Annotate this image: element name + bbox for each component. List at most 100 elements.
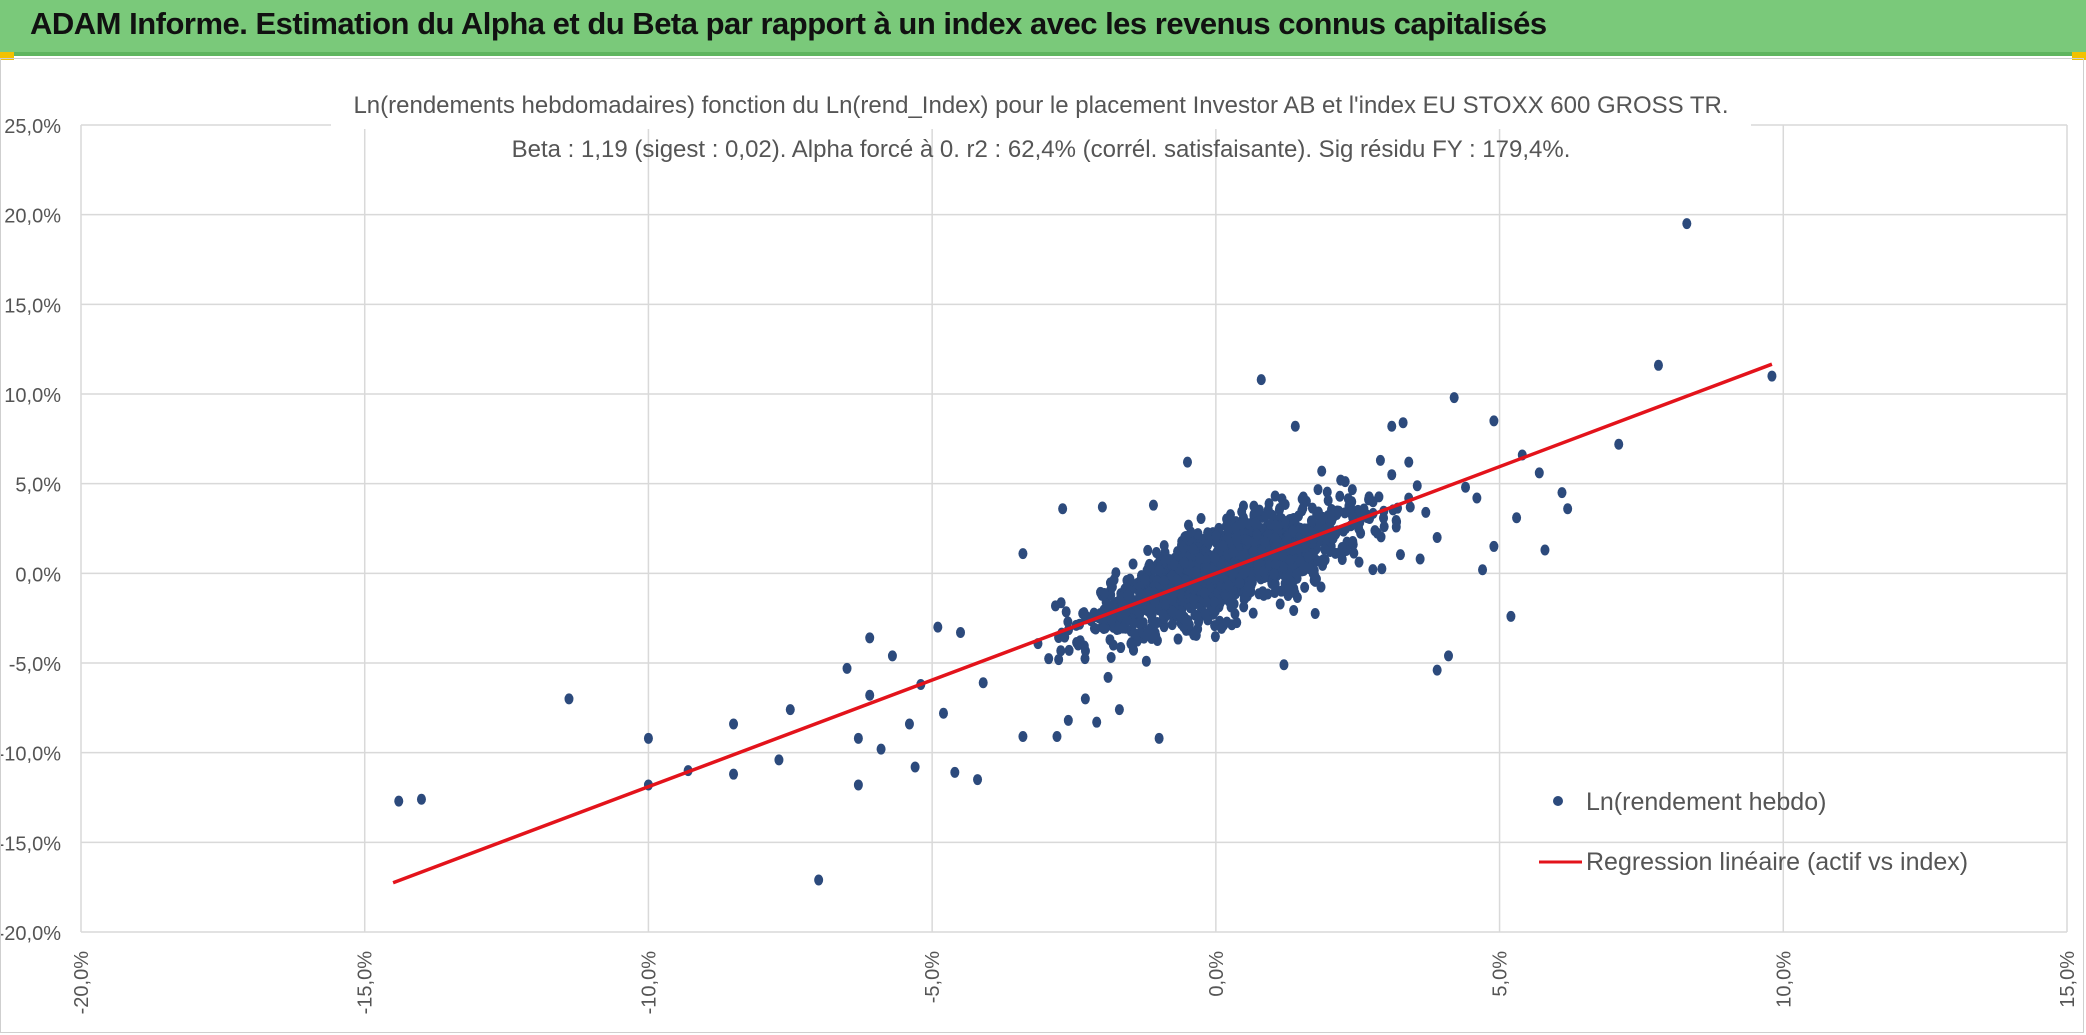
data-point (1259, 565, 1269, 577)
data-point (1135, 587, 1145, 599)
data-point (1289, 513, 1299, 525)
data-point (1263, 504, 1273, 516)
data-point (1290, 420, 1300, 432)
y-tick-label: -5,0% (9, 654, 61, 676)
x-tick-label: -20,0% (71, 951, 93, 1015)
data-point (1563, 503, 1573, 515)
chart-title-line1: Ln(rendements hebdomadaires) fonction du… (353, 92, 1728, 119)
data-point (1320, 543, 1330, 555)
data-point (1188, 543, 1198, 555)
data-point (1158, 609, 1168, 621)
data-point (1168, 605, 1178, 617)
x-tick-label: 0,0% (1206, 951, 1228, 997)
data-point (1056, 597, 1066, 609)
data-point (1202, 596, 1212, 608)
y-tick-label: 25,0% (4, 116, 61, 138)
legend-points-label: Ln(rendement hebdo) (1586, 788, 1826, 816)
data-point (1231, 532, 1241, 544)
data-point (1144, 603, 1154, 615)
data-point (1148, 616, 1158, 628)
data-point (1099, 588, 1109, 600)
data-point (1354, 556, 1364, 568)
data-point (643, 732, 653, 744)
data-point (1323, 494, 1333, 506)
regression-line (392, 362, 1773, 885)
y-tick-label: 20,0% (4, 206, 61, 228)
data-point (1653, 359, 1663, 371)
data-point (1181, 530, 1191, 542)
data-point (1557, 487, 1567, 499)
data-point (1118, 622, 1128, 634)
data-point (1322, 486, 1332, 498)
data-point (1379, 521, 1389, 533)
data-point (1195, 552, 1205, 564)
data-point (1472, 492, 1482, 504)
data-point (1056, 645, 1066, 657)
data-point (1109, 574, 1119, 586)
data-point (1173, 633, 1183, 645)
chart-title-line2: Beta : 1,19 (sigest : 0,02). Alpha forcé… (512, 136, 1571, 163)
data-point (1126, 638, 1136, 650)
data-point (1063, 714, 1073, 726)
corner-marker-right (2072, 52, 2086, 60)
data-point (1144, 560, 1154, 572)
data-point (1250, 517, 1260, 529)
header-bar: ADAM Informe. Estimation du Alpha et du … (0, 0, 2086, 56)
data-point (1292, 568, 1302, 580)
data-point (1432, 531, 1442, 543)
data-point (1248, 607, 1258, 619)
x-tick-label: 15,0% (2057, 951, 2079, 1008)
data-point (1222, 616, 1232, 628)
data-point (1278, 550, 1288, 562)
data-point (1682, 218, 1692, 230)
data-point (1395, 549, 1405, 561)
data-point (1224, 579, 1234, 591)
data-point (876, 743, 886, 755)
data-point (1534, 467, 1544, 479)
data-point (1387, 469, 1397, 481)
data-point (853, 779, 863, 791)
data-point (1337, 553, 1347, 565)
data-point (1242, 535, 1252, 547)
data-point (1269, 568, 1279, 580)
data-point (1540, 544, 1550, 556)
data-point (1148, 499, 1158, 511)
data-point (1203, 527, 1213, 539)
data-point (1334, 505, 1344, 517)
data-point (1377, 563, 1387, 575)
data-point (1079, 640, 1089, 652)
data-point (1310, 575, 1320, 587)
data-point (842, 662, 852, 674)
data-point (1284, 583, 1294, 595)
data-point (1063, 616, 1073, 628)
legend: Ln(rendement hebdo) Regression linéaire … (1539, 788, 1968, 876)
data-point (1279, 659, 1289, 671)
data-point (1190, 628, 1200, 640)
data-point (1317, 465, 1327, 477)
data-point (1064, 644, 1074, 656)
data-point (1103, 671, 1113, 683)
data-point (1169, 559, 1179, 571)
data-point (853, 732, 863, 744)
y-tick-label: -10,0% (1, 744, 61, 766)
data-point (1415, 553, 1425, 565)
data-point (1180, 614, 1190, 626)
data-point (1243, 581, 1253, 593)
data-point (1275, 598, 1285, 610)
data-point (1432, 664, 1442, 676)
data-point (1289, 604, 1299, 616)
data-point (1108, 639, 1118, 651)
data-point (1135, 618, 1145, 630)
data-point (1461, 481, 1471, 493)
data-point (1276, 585, 1286, 597)
data-point (1151, 547, 1161, 559)
data-point (1189, 593, 1199, 605)
data-point (1376, 531, 1386, 543)
data-point (904, 718, 914, 730)
data-point (1335, 490, 1345, 502)
data-point (1270, 587, 1280, 599)
data-point (1614, 438, 1624, 450)
data-point (1299, 524, 1309, 536)
data-point (1106, 652, 1116, 664)
data-point (1292, 591, 1302, 603)
